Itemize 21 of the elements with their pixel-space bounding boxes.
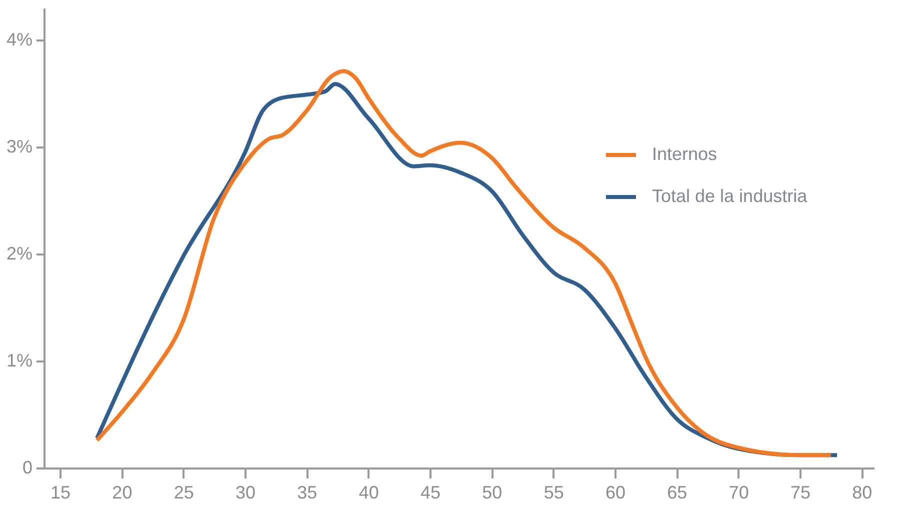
y-tick-label: 0	[22, 458, 32, 478]
y-tick-label: 2%	[6, 244, 32, 264]
legend-label: Internos	[652, 144, 718, 164]
x-tick-label: 80	[852, 482, 872, 502]
legend-label: Total de la industria	[652, 186, 808, 206]
y-tick-label: 3%	[6, 136, 32, 157]
x-tick-label: 65	[667, 482, 688, 502]
y-tick-label: 4%	[6, 30, 32, 50]
x-tick-label: 70	[728, 482, 749, 502]
x-tick-label: 40	[358, 482, 379, 502]
x-tick-label: 35	[297, 482, 318, 502]
x-tick-label: 55	[544, 482, 564, 502]
x-tick-label: 50	[482, 482, 502, 502]
x-tick-label: 15	[50, 482, 71, 502]
x-tick-label: 60	[605, 482, 626, 502]
x-tick-label: 75	[790, 482, 811, 502]
x-tick-label: 20	[112, 482, 132, 502]
x-tick-label: 30	[236, 482, 256, 502]
y-tick-label: 1%	[6, 350, 32, 371]
x-tick-label: 45	[420, 482, 441, 502]
x-tick-label: 25	[174, 482, 194, 502]
